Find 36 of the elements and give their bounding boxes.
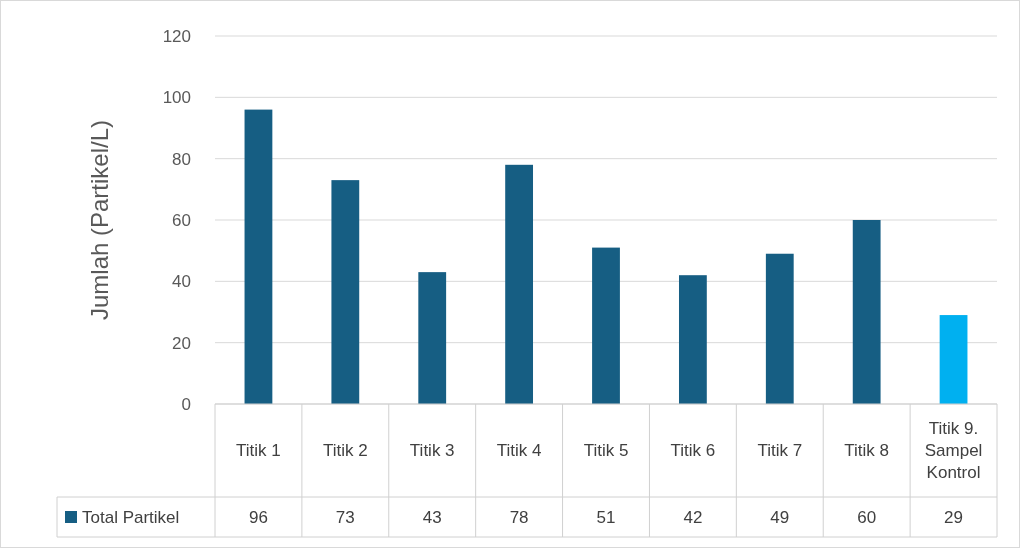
data-label: 51	[596, 507, 616, 527]
bar	[244, 109, 273, 404]
data-label: 73	[335, 507, 355, 527]
data-label: 29	[944, 507, 964, 527]
bar	[678, 275, 707, 404]
bar	[765, 253, 794, 404]
x-tick-label: Titik 6	[670, 441, 716, 461]
legend-label: Total Partikel	[82, 507, 180, 527]
x-tick-label: Titik 1	[236, 441, 281, 461]
x-tick-label: Titik 8	[844, 441, 890, 461]
data-label: 43	[422, 507, 442, 527]
x-tick-label: Titik 2	[322, 441, 368, 461]
x-tick-label: Titik 7	[757, 441, 803, 461]
data-label: 42	[683, 507, 703, 527]
x-tick-label: Titik 4	[496, 441, 542, 461]
y-tick-label: 60	[172, 210, 191, 230]
data-label: 49	[770, 507, 790, 527]
data-label: 96	[248, 507, 268, 527]
bar	[418, 272, 447, 404]
bar	[939, 315, 968, 404]
bar	[505, 164, 534, 404]
data-label: 60	[857, 507, 877, 527]
y-tick-label: 20	[172, 333, 191, 353]
y-tick-label: 120	[162, 26, 191, 46]
y-tick-label: 100	[162, 88, 191, 108]
x-tick-label: Titik 9. Sampel Kontrol	[924, 419, 983, 483]
data-label: 78	[509, 507, 529, 527]
x-tick-label: Titik 3	[409, 441, 455, 461]
y-axis-title: Jumlah (Partikel/L)	[86, 119, 113, 321]
bar	[331, 180, 360, 404]
bar	[852, 220, 881, 404]
bar	[592, 247, 620, 404]
y-tick-label: 0	[181, 394, 191, 414]
y-tick-label: 80	[172, 149, 191, 169]
y-tick-label: 40	[172, 272, 191, 292]
x-tick-label: Titik 5	[583, 441, 629, 461]
